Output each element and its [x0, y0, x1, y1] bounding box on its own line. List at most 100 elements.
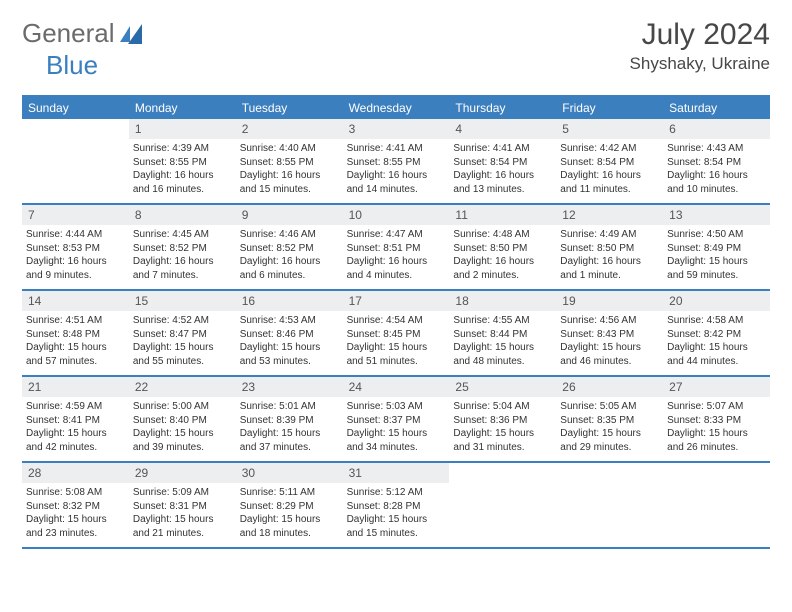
sunrise-text: Sunrise: 4:41 AM — [347, 142, 446, 156]
sunrise-text: Sunrise: 5:05 AM — [560, 400, 659, 414]
weekday-header: Monday — [129, 97, 236, 119]
day-cell: 27Sunrise: 5:07 AMSunset: 8:33 PMDayligh… — [663, 377, 770, 461]
daylight-text: Daylight: 15 hours and 21 minutes. — [133, 513, 232, 540]
sunrise-text: Sunrise: 4:43 AM — [667, 142, 766, 156]
sunrise-text: Sunrise: 4:51 AM — [26, 314, 125, 328]
day-cell: 4 Sunrise: 4:41 AMSunset: 8:54 PMDaylight… — [449, 119, 556, 203]
sunrise-text: Sunrise: 4:47 AM — [347, 228, 446, 242]
daylight-text: Daylight: 15 hours and 34 minutes. — [347, 427, 446, 454]
sunrise-text: Sunrise: 4:50 AM — [667, 228, 766, 242]
sunset-text: Sunset: 8:46 PM — [240, 328, 339, 342]
sunset-text: Sunset: 8:54 PM — [667, 156, 766, 170]
day-number: 20 — [663, 291, 770, 311]
day-number: 21 — [22, 377, 129, 397]
day-number: 17 — [343, 291, 450, 311]
sunset-text: Sunset: 8:51 PM — [347, 242, 446, 256]
sunset-text: Sunset: 8:53 PM — [26, 242, 125, 256]
daylight-text: Daylight: 15 hours and 31 minutes. — [453, 427, 552, 454]
day-number: 7 — [22, 205, 129, 225]
day-number: 23 — [236, 377, 343, 397]
sunset-text: Sunset: 8:36 PM — [453, 414, 552, 428]
sunset-text: Sunset: 8:54 PM — [560, 156, 659, 170]
day-cell: 13Sunrise: 4:50 AMSunset: 8:49 PMDayligh… — [663, 205, 770, 289]
day-number: 30 — [236, 463, 343, 483]
sunset-text: Sunset: 8:52 PM — [133, 242, 232, 256]
day-cell: 21Sunrise: 4:59 AMSunset: 8:41 PMDayligh… — [22, 377, 129, 461]
sunrise-text: Sunrise: 4:41 AM — [453, 142, 552, 156]
daylight-text: Daylight: 15 hours and 39 minutes. — [133, 427, 232, 454]
day-number: 5 — [556, 119, 663, 139]
day-cell: 16Sunrise: 4:53 AMSunset: 8:46 PMDayligh… — [236, 291, 343, 375]
sunrise-text: Sunrise: 5:04 AM — [453, 400, 552, 414]
calendar: SundayMondayTuesdayWednesdayThursdayFrid… — [22, 95, 770, 549]
sunset-text: Sunset: 8:54 PM — [453, 156, 552, 170]
day-cell: 28Sunrise: 5:08 AMSunset: 8:32 PMDayligh… — [22, 463, 129, 547]
daylight-text: Daylight: 15 hours and 42 minutes. — [26, 427, 125, 454]
daylight-text: Daylight: 16 hours and 7 minutes. — [133, 255, 232, 282]
sunrise-text: Sunrise: 5:12 AM — [347, 486, 446, 500]
daylight-text: Daylight: 15 hours and 18 minutes. — [240, 513, 339, 540]
sunset-text: Sunset: 8:39 PM — [240, 414, 339, 428]
day-cell: 29Sunrise: 5:09 AMSunset: 8:31 PMDayligh… — [129, 463, 236, 547]
sunset-text: Sunset: 8:40 PM — [133, 414, 232, 428]
sunset-text: Sunset: 8:55 PM — [133, 156, 232, 170]
day-cell: 25Sunrise: 5:04 AMSunset: 8:36 PMDayligh… — [449, 377, 556, 461]
sunset-text: Sunset: 8:41 PM — [26, 414, 125, 428]
day-cell: 14 Sunrise: 4:51 AMSunset: 8:48 PMDayligh… — [22, 291, 129, 375]
day-cell: 19Sunrise: 4:56 AMSunset: 8:43 PMDayligh… — [556, 291, 663, 375]
sunset-text: Sunset: 8:29 PM — [240, 500, 339, 514]
sunset-text: Sunset: 8:31 PM — [133, 500, 232, 514]
sunset-text: Sunset: 8:48 PM — [26, 328, 125, 342]
day-cell: 11Sunrise: 4:48 AMSunset: 8:50 PMDayligh… — [449, 205, 556, 289]
sunrise-text: Sunrise: 4:56 AM — [560, 314, 659, 328]
daylight-text: Daylight: 15 hours and 57 minutes. — [26, 341, 125, 368]
daylight-text: Daylight: 16 hours and 15 minutes. — [240, 169, 339, 196]
daylight-text: Daylight: 16 hours and 6 minutes. — [240, 255, 339, 282]
day-cell: 3Sunrise: 4:41 AMSunset: 8:55 PMDaylight… — [343, 119, 450, 203]
title-location: Shyshaky, Ukraine — [630, 54, 770, 74]
daylight-text: Daylight: 15 hours and 59 minutes. — [667, 255, 766, 282]
day-number: 6 — [663, 119, 770, 139]
sunrise-text: Sunrise: 4:53 AM — [240, 314, 339, 328]
daylight-text: Daylight: 15 hours and 46 minutes. — [560, 341, 659, 368]
empty-cell — [556, 463, 663, 547]
sunrise-text: Sunrise: 4:48 AM — [453, 228, 552, 242]
sunset-text: Sunset: 8:52 PM — [240, 242, 339, 256]
sunrise-text: Sunrise: 4:49 AM — [560, 228, 659, 242]
day-number: 9 — [236, 205, 343, 225]
sunset-text: Sunset: 8:37 PM — [347, 414, 446, 428]
sunset-text: Sunset: 8:35 PM — [560, 414, 659, 428]
day-cell: 22Sunrise: 5:00 AMSunset: 8:40 PMDayligh… — [129, 377, 236, 461]
week-row: 28Sunrise: 5:08 AMSunset: 8:32 PMDayligh… — [22, 463, 770, 549]
sunrise-text: Sunrise: 5:08 AM — [26, 486, 125, 500]
day-number: 15 — [129, 291, 236, 311]
daylight-text: Daylight: 16 hours and 2 minutes. — [453, 255, 552, 282]
logo: General — [22, 18, 144, 49]
day-cell: 5Sunrise: 4:42 AMSunset: 8:54 PMDaylight… — [556, 119, 663, 203]
weekday-header: Saturday — [663, 97, 770, 119]
day-number: 24 — [343, 377, 450, 397]
daylight-text: Daylight: 16 hours and 11 minutes. — [560, 169, 659, 196]
sunset-text: Sunset: 8:50 PM — [560, 242, 659, 256]
week-row: 14Sunrise: 4:51 AMSunset: 8:48 PMDayligh… — [22, 291, 770, 377]
sunrise-text: Sunrise: 5:07 AM — [667, 400, 766, 414]
sunset-text: Sunset: 8:44 PM — [453, 328, 552, 342]
weekday-header: Sunday — [22, 97, 129, 119]
daylight-text: Daylight: 15 hours and 23 minutes. — [26, 513, 125, 540]
sunset-text: Sunset: 8:47 PM — [133, 328, 232, 342]
day-number: 27 — [663, 377, 770, 397]
day-number: 1 — [129, 119, 236, 139]
daylight-text: Daylight: 16 hours and 13 minutes. — [453, 169, 552, 196]
sunrise-text: Sunrise: 4:44 AM — [26, 228, 125, 242]
daylight-text: Daylight: 15 hours and 26 minutes. — [667, 427, 766, 454]
empty-cell — [22, 119, 129, 203]
sunrise-text: Sunrise: 4:54 AM — [347, 314, 446, 328]
daylight-text: Daylight: 15 hours and 48 minutes. — [453, 341, 552, 368]
weekday-header-row: SundayMondayTuesdayWednesdayThursdayFrid… — [22, 97, 770, 119]
day-number: 12 — [556, 205, 663, 225]
day-number: 14 — [22, 291, 129, 311]
day-number: 4 — [449, 119, 556, 139]
sunrise-text: Sunrise: 4:58 AM — [667, 314, 766, 328]
day-cell: 12Sunrise: 4:49 AMSunset: 8:50 PMDayligh… — [556, 205, 663, 289]
daylight-text: Daylight: 16 hours and 14 minutes. — [347, 169, 446, 196]
